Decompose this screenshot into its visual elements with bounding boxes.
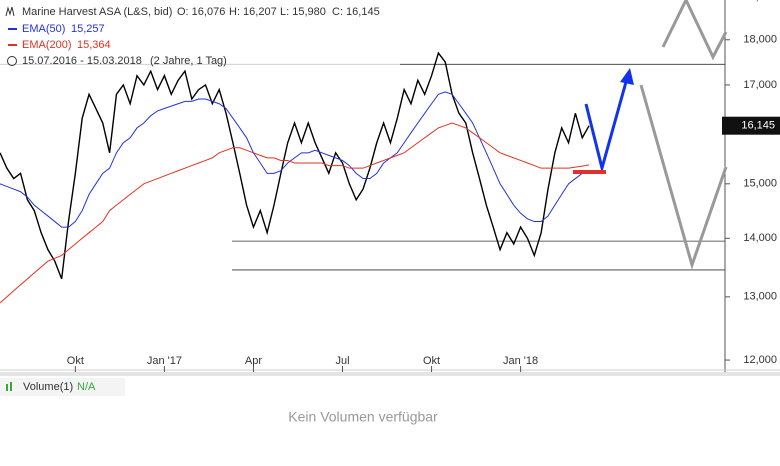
x-tick-label: Apr: [245, 355, 262, 367]
last-value-box: [722, 116, 780, 135]
projection-blue: [584, 81, 628, 174]
volume-empty: Kein Volumen verfügbar: [288, 409, 438, 425]
x-tick-label: Jan '17: [147, 355, 182, 367]
ohlc: H: 16,207: [229, 6, 277, 18]
period-note: (2 Jahre, 1 Tag): [150, 55, 227, 67]
y-tick-label: 17,000: [743, 79, 777, 91]
volume-legend-bg: [0, 378, 125, 396]
ohlc: L: 15,980: [280, 6, 326, 18]
volume-icon: [10, 382, 12, 391]
volume-icon: [6, 384, 8, 391]
period: 15.07.2016 - 15.03.2018: [22, 55, 142, 67]
chart-title: Marine Harvest ASA (L&S, bid): [22, 6, 172, 18]
legend-value: 15,364: [77, 39, 111, 51]
clock-icon: [7, 56, 17, 66]
x-tick-label: Jan '18: [503, 355, 538, 367]
price-line: [0, 51, 590, 280]
legend-value: 15,257: [71, 23, 105, 35]
ema-line: [0, 91, 590, 228]
y-tick-label: 14,000: [743, 232, 777, 244]
volume-value: N/A: [77, 381, 96, 393]
volume-label: Volume(1): [23, 381, 73, 393]
y-tick-label: 13,000: [743, 291, 777, 303]
ema-line: [0, 122, 590, 304]
x-tick-label: Okt: [67, 355, 84, 367]
arrow-head: [620, 68, 634, 85]
y-tick-label: 15,000: [743, 178, 777, 190]
ohlc: O: 16,076: [177, 6, 225, 18]
projection-gray: [639, 84, 728, 270]
last-value-label: 16,145: [741, 120, 775, 132]
y-tick-label: 19,000: [743, 0, 777, 3]
pane-separator: [0, 372, 780, 376]
legend-label: EMA(200): [22, 39, 72, 51]
ohlc: C: 16,145: [332, 6, 380, 18]
header-bg: [0, 0, 400, 70]
y-tick-label: 12,000: [743, 354, 777, 366]
x-tick-label: Okt: [423, 355, 440, 367]
icon: [5, 6, 15, 17]
legend-label: EMA(50): [22, 23, 65, 35]
projection-gray: [661, 0, 728, 61]
x-tick-label: Jul: [335, 355, 349, 367]
y-tick-label: 18,000: [743, 34, 777, 46]
